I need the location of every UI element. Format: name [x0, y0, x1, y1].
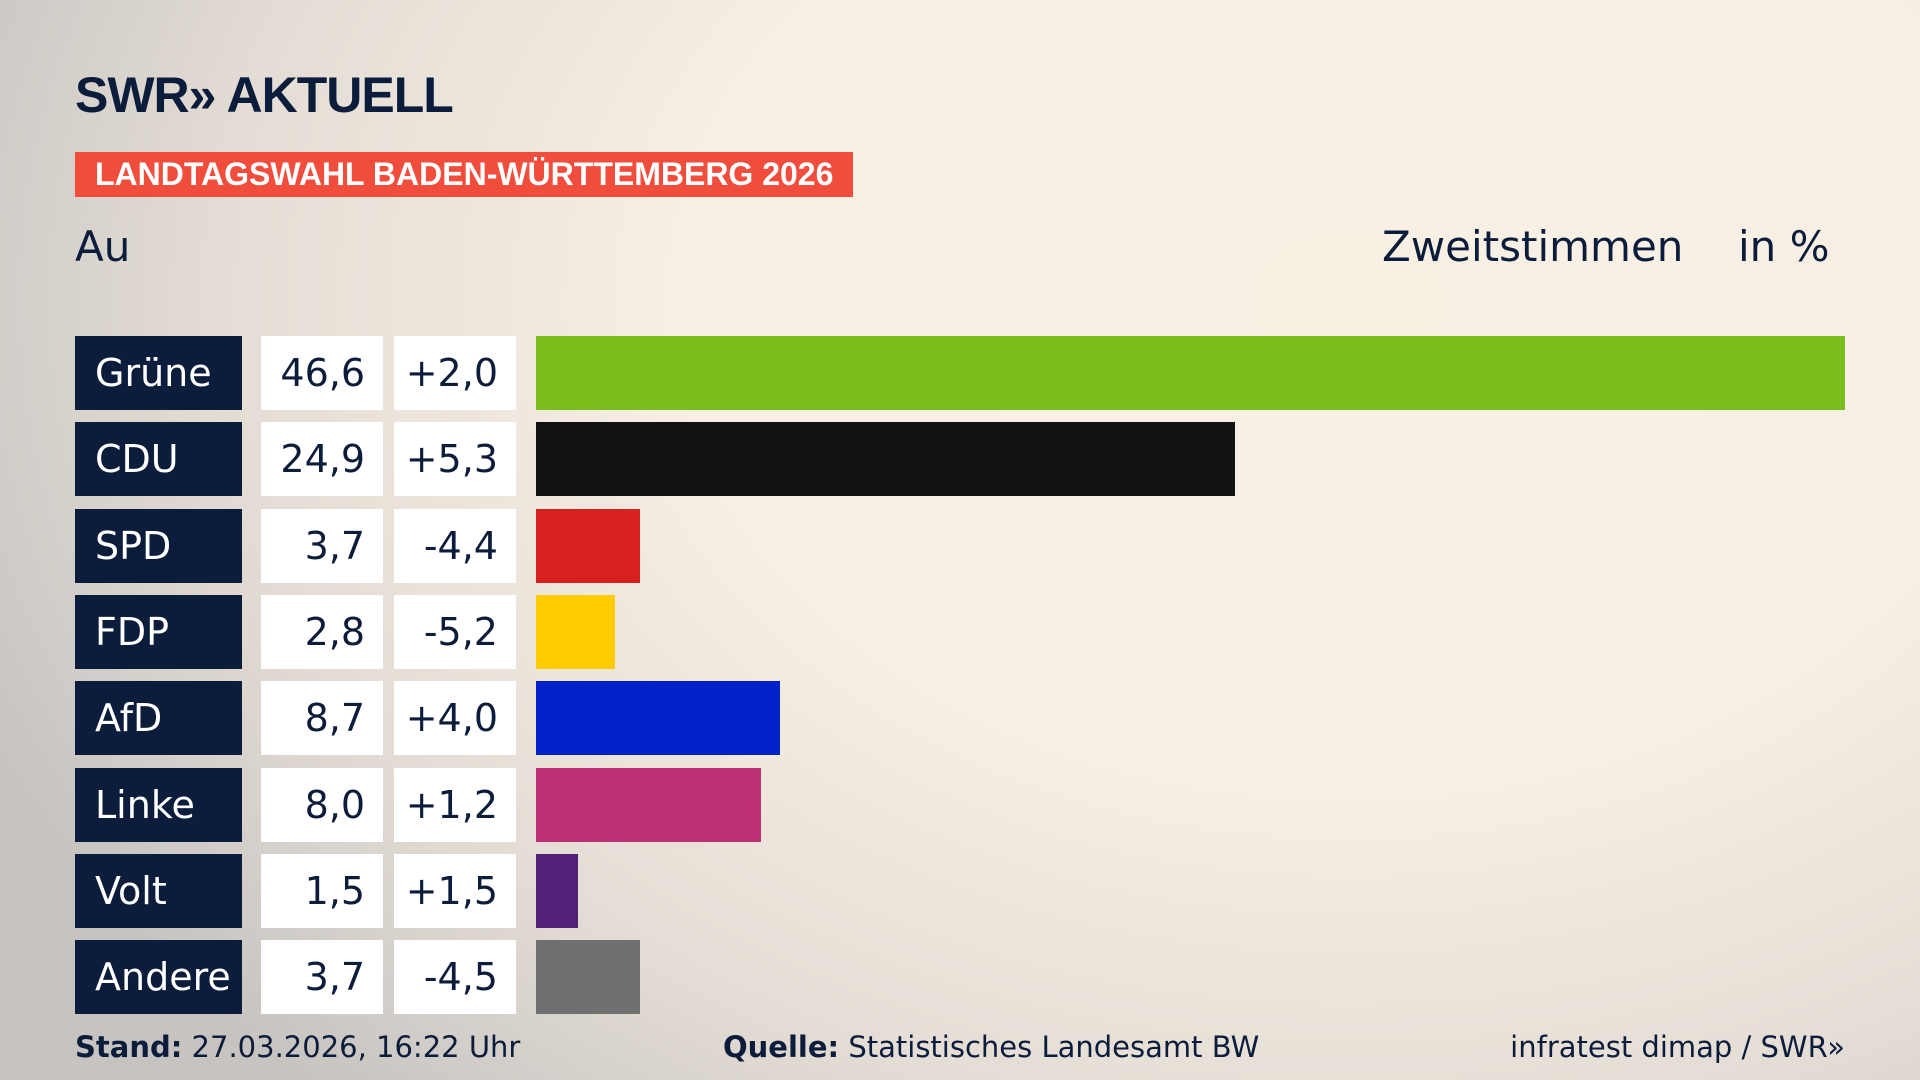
party-name: SPD: [75, 508, 242, 583]
vote-share: 8,7: [261, 681, 383, 756]
region-label: Au: [75, 222, 131, 271]
vote-change: -4,4: [394, 508, 516, 583]
source: Quelle: Statistisches Landesamt BW: [723, 1030, 1259, 1064]
party-bar: [536, 940, 640, 1015]
party-bar: [536, 853, 579, 928]
vote-change: +5,3: [394, 422, 516, 497]
party-name: AfD: [75, 681, 242, 756]
party-name: Grüne: [75, 336, 242, 410]
vote-change: +1,2: [394, 767, 516, 842]
vote-change: +1,5: [394, 853, 516, 928]
stand-value: 27.03.2026, 16:22 Uhr: [191, 1030, 521, 1064]
party-bar: [536, 422, 1236, 497]
vote-change: +2,0: [394, 336, 516, 410]
party-name: Volt: [75, 853, 242, 928]
vote-share: 24,9: [261, 422, 383, 497]
vote-share: 1,5: [261, 853, 383, 928]
vote-share: 2,8: [261, 594, 383, 669]
vote-change: +4,0: [394, 681, 516, 756]
party-name: CDU: [75, 422, 242, 497]
party-bar: [536, 508, 640, 583]
party-name: FDP: [75, 594, 242, 669]
credit: infratest dimap / SWR»: [1510, 1030, 1845, 1064]
source-label: Quelle:: [723, 1030, 840, 1064]
vote-share: 3,7: [261, 940, 383, 1015]
vote-share: 8,0: [261, 767, 383, 842]
party-bar: [536, 767, 761, 842]
party-bar: [536, 336, 1845, 410]
vote-share: 3,7: [261, 508, 383, 583]
party-name: Andere: [75, 940, 242, 1015]
election-banner: LANDTAGSWAHL BADEN-WÜRTTEMBERG 2026: [75, 152, 854, 197]
timestamp: Stand: 27.03.2026, 16:22 Uhr: [75, 1030, 520, 1064]
vote-share: 46,6: [261, 336, 383, 410]
party-name: Linke: [75, 767, 242, 842]
stand-label: Stand:: [75, 1030, 183, 1064]
vote-change: -5,2: [394, 594, 516, 669]
unit-label: in %: [1738, 222, 1830, 271]
party-bar: [536, 681, 781, 756]
source-value: Statistisches Landesamt BW: [848, 1030, 1260, 1064]
vote-change: -4,5: [394, 940, 516, 1015]
measure-label: Zweitstimmen: [1382, 222, 1684, 271]
swr-aktuell-logo: SWR» AKTUELL: [75, 67, 454, 123]
party-bar: [536, 594, 615, 669]
